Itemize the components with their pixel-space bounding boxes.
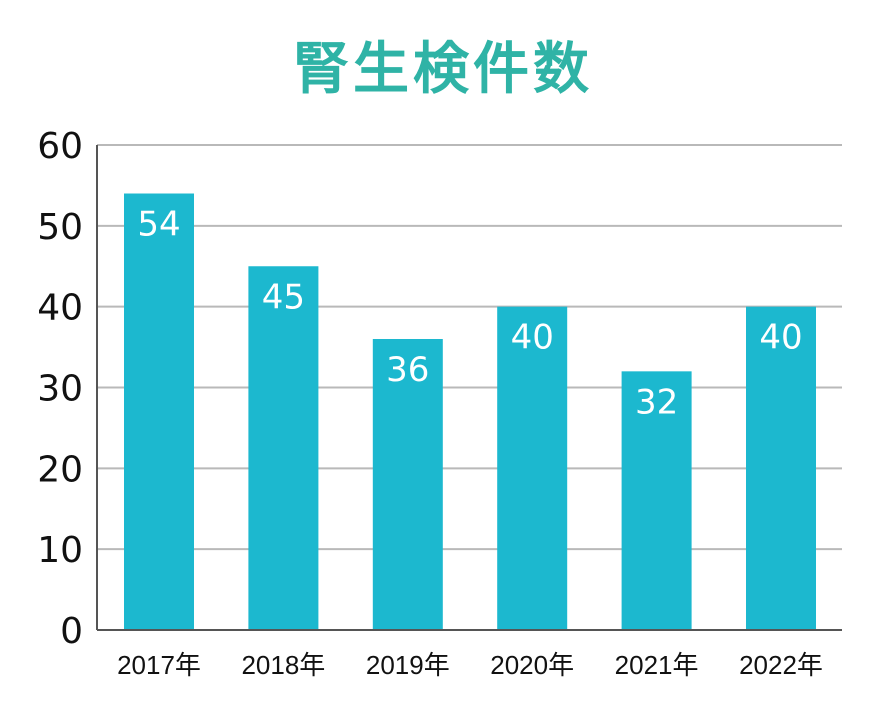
axes <box>96 145 842 631</box>
y-tick-label: 60 <box>37 126 83 167</box>
bar <box>124 193 194 630</box>
x-tick-label: 2019年 <box>366 650 450 680</box>
chart-title: 腎生検件数 <box>293 37 593 102</box>
y-tick-label: 0 <box>60 611 83 652</box>
y-tick-labels: 0 10 20 30 40 50 60 <box>37 126 83 652</box>
x-tick-label: 2017年 <box>117 650 201 680</box>
bar <box>746 306 816 630</box>
data-label: 54 <box>137 205 180 245</box>
y-tick-label: 40 <box>37 288 83 329</box>
bar <box>248 266 319 630</box>
data-label: 40 <box>759 318 802 358</box>
y-tick-label: 10 <box>37 530 83 571</box>
x-tick-label: 2022年 <box>739 650 823 680</box>
x-tick-label: 2020年 <box>490 650 574 680</box>
bar <box>497 306 568 630</box>
bars <box>124 193 816 630</box>
grid-lines <box>97 144 842 551</box>
y-tick-label: 50 <box>37 207 83 248</box>
x-tick-label: 2018年 <box>241 650 325 680</box>
data-label: 32 <box>635 382 678 422</box>
data-label: 45 <box>262 277 305 317</box>
x-tick-labels: 2017年 2018年 2019年 2020年 2021年 2022年 <box>117 650 823 680</box>
data-label: 36 <box>386 350 429 390</box>
bar <box>621 371 692 630</box>
x-tick-label: 2021年 <box>615 650 699 680</box>
bar <box>372 339 443 630</box>
y-tick-label: 30 <box>37 369 83 410</box>
data-label: 40 <box>511 318 554 358</box>
y-tick-label: 20 <box>37 449 83 490</box>
data-labels: 54 45 36 40 32 40 <box>137 205 802 423</box>
